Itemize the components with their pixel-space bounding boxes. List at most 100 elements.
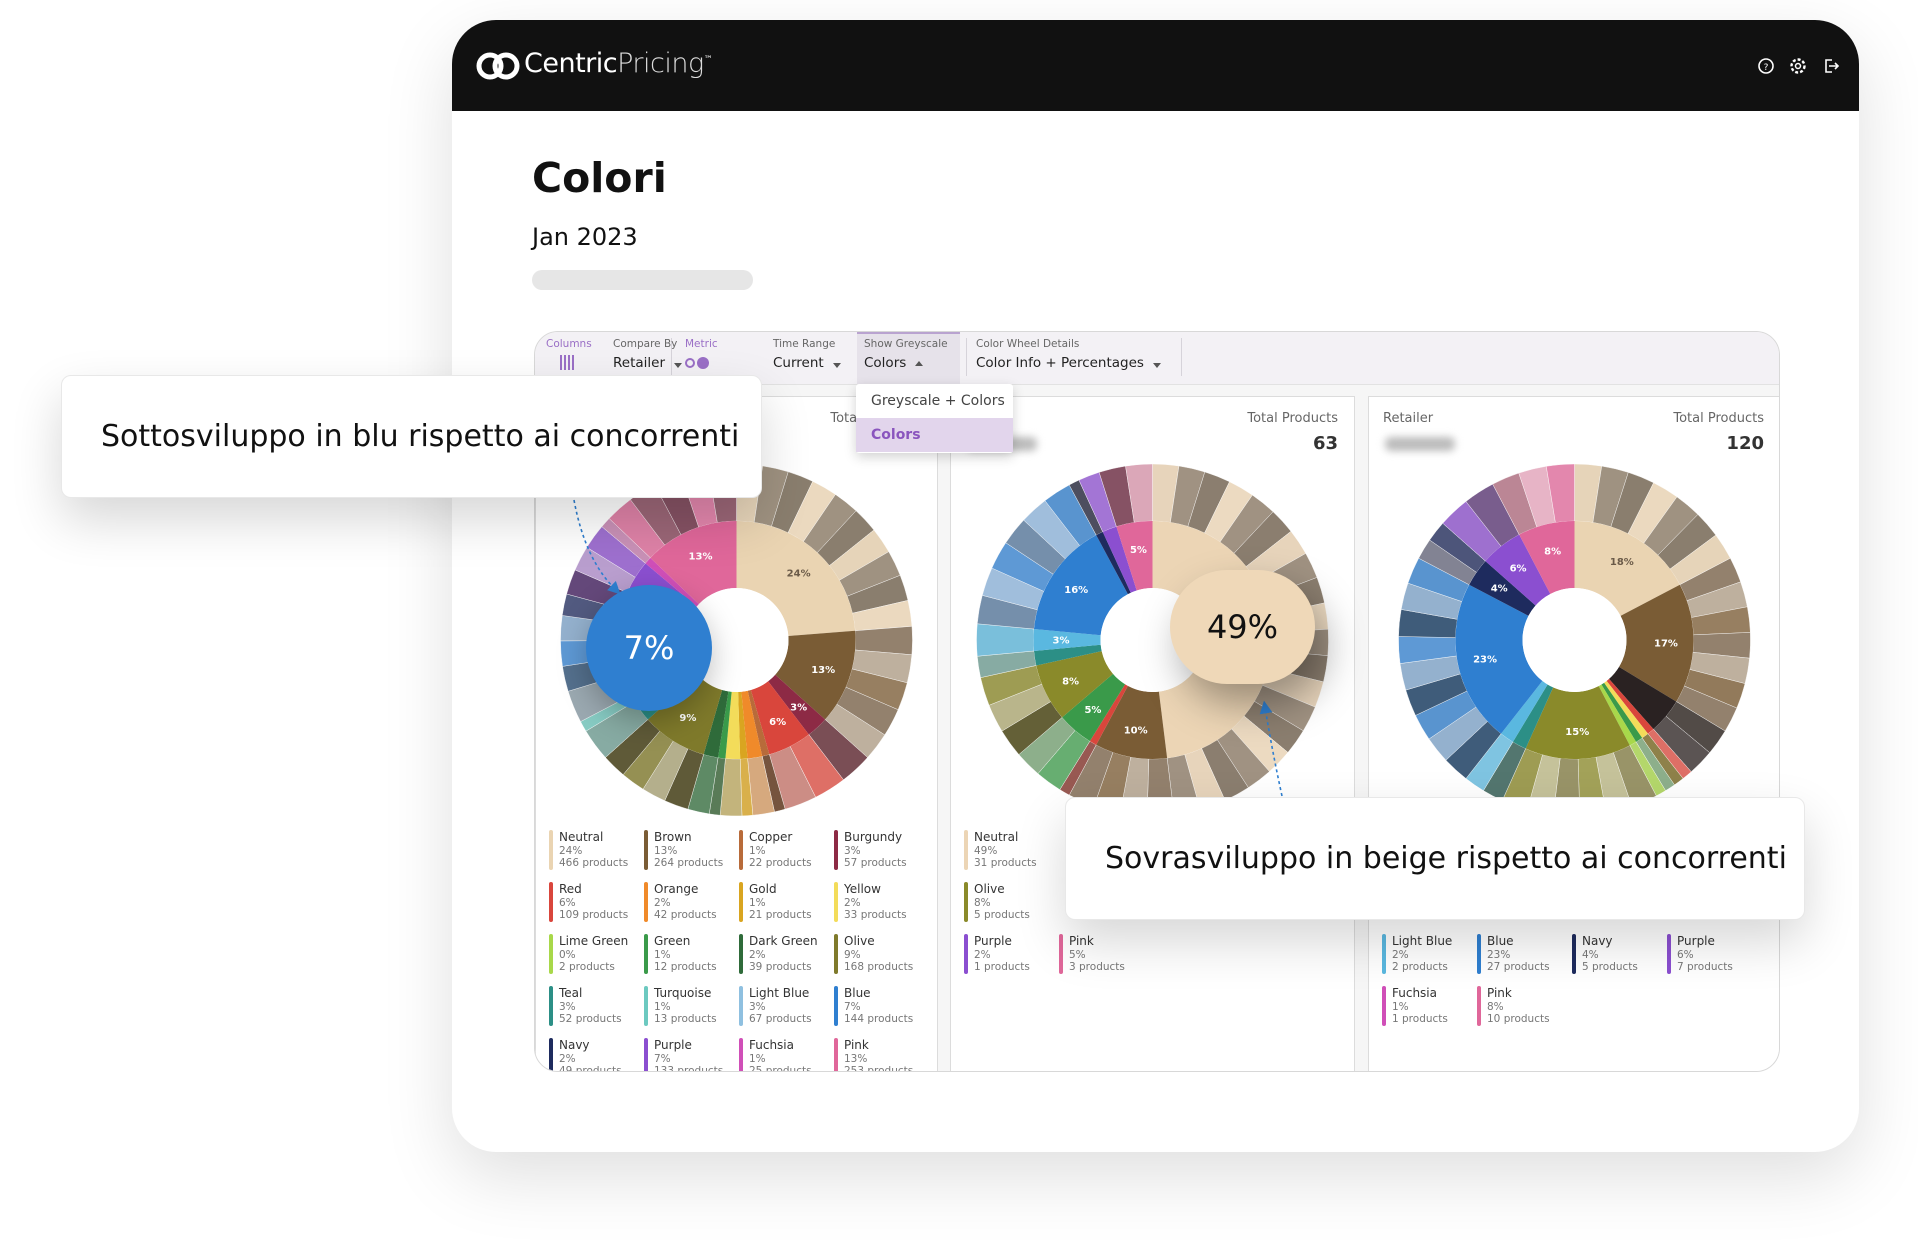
wheel-segment	[741, 690, 763, 759]
legend-swatch	[1382, 986, 1386, 1026]
legend-name: Turquoise	[654, 986, 712, 1000]
legend-products: 31 products	[974, 857, 1037, 869]
legend-swatch	[834, 830, 838, 870]
wheel-segment	[1604, 680, 1648, 738]
legend-percent: 6%	[1677, 949, 1694, 961]
legend-name: Navy	[559, 1038, 590, 1052]
legend-swatch	[1059, 934, 1063, 974]
legend-swatch	[739, 934, 743, 974]
wheel-label: 8%	[1544, 547, 1561, 558]
legend-products: 1 products	[974, 961, 1030, 973]
legend-swatch	[1477, 986, 1481, 1026]
legend-swatch	[739, 830, 743, 870]
legend-name: Purple	[1677, 934, 1715, 948]
page-title: Colori	[532, 154, 667, 202]
legend-name: Fuchsia	[749, 1038, 794, 1052]
chart-panel: Total Products 63 10% 5% 8% 3% 16% 5% Neutral 49%…	[950, 396, 1355, 1071]
toolbar-separator	[966, 338, 967, 376]
legend-products: 466 products	[559, 857, 629, 869]
header-icons: ?	[1758, 58, 1840, 74]
wheel-label: 13%	[689, 551, 713, 562]
legend-name: Olive	[844, 934, 875, 948]
toolbar-value[interactable]: Colors	[864, 355, 907, 371]
toolbar-value[interactable]: Retailer	[613, 355, 666, 371]
wheel-segment	[1455, 584, 1543, 734]
legend-swatch	[549, 830, 553, 870]
wheel-label: 24%	[787, 568, 811, 579]
wheel-segment	[1601, 682, 1643, 742]
wheel-outer-segment	[824, 626, 913, 758]
legend-percent: 24%	[559, 845, 583, 857]
legend-name: Blue	[1487, 934, 1514, 948]
legend-swatch	[644, 1038, 648, 1071]
legend-products: 168 products	[844, 961, 914, 973]
toolbar-value[interactable]: Current	[773, 355, 824, 371]
caret	[833, 363, 841, 368]
retailer-label: Retailer	[1383, 411, 1434, 426]
settings-icon[interactable]	[1790, 58, 1806, 74]
legend-percent: 23%	[1487, 949, 1511, 961]
wheel-segment	[718, 691, 732, 759]
legend-percent: 4%	[1582, 949, 1599, 961]
legend-swatch	[1477, 934, 1481, 974]
legend-percent: 6%	[559, 897, 576, 909]
legend-swatch	[644, 830, 648, 870]
wheel-segment	[703, 689, 729, 758]
placeholder-bar	[532, 270, 753, 290]
toolbar: Columns Compare By Retailer Metric Time Rang…	[535, 332, 1779, 385]
legend-percent: 13%	[654, 845, 678, 857]
legend-percent: 5%	[1069, 949, 1086, 961]
legend-percent: 9%	[844, 949, 861, 961]
legend-products: 5 products	[974, 909, 1030, 921]
legend-name: Light Blue	[1392, 934, 1453, 948]
wheel-label: 8%	[1062, 676, 1079, 687]
wheel-segment	[1062, 673, 1126, 742]
dropdown-option[interactable]: Colors	[856, 418, 1013, 452]
legend-name: Burgundy	[844, 830, 903, 844]
legend-name: Neutral	[974, 830, 1019, 844]
legend-name: Yellow	[844, 882, 881, 896]
top-bar: CentricPricing™ ?	[452, 20, 1859, 111]
wheel-segment	[1501, 680, 1548, 742]
wheel-segment	[1096, 685, 1168, 759]
wheel-label: 3%	[790, 703, 807, 714]
dropdown-option[interactable]: Greyscale + Colors	[871, 393, 1005, 409]
wheel-segment	[1608, 666, 1677, 730]
legend-products: 33 products	[844, 909, 907, 921]
toolbar-label: Time Range	[773, 338, 836, 350]
legend-name: Teal	[559, 986, 583, 1000]
caret	[1153, 363, 1161, 368]
legend-percent: 2%	[654, 897, 671, 909]
legend-name: Light Blue	[749, 986, 810, 1000]
wheel-label: 6%	[1510, 563, 1527, 574]
logo-icon	[476, 52, 520, 80]
legend-products: 22 products	[749, 857, 812, 869]
legend-name: Olive	[974, 882, 1005, 896]
legend-percent: 2%	[559, 1053, 576, 1065]
toolbar-value[interactable]: Color Info + Percentages	[976, 355, 1144, 371]
logout-icon[interactable]	[1825, 59, 1840, 73]
wheel-segment	[1469, 561, 1536, 616]
legend-products: 3 products	[1069, 961, 1125, 973]
legend-percent: 7%	[844, 1001, 861, 1013]
legend-percent: 2%	[974, 949, 991, 961]
wheel-hole	[1522, 588, 1627, 692]
legend-products: 25 products	[749, 1065, 812, 1072]
wheel-segment	[1034, 535, 1128, 636]
legend-products: 7 products	[1677, 961, 1733, 973]
legend-products: 57 products	[844, 857, 907, 869]
legend-products: 2 products	[559, 961, 615, 973]
columns-icon[interactable]	[560, 355, 574, 370]
logo[interactable]: CentricPricing™	[524, 48, 713, 79]
page-date: Jan 2023	[532, 223, 638, 251]
toolbar-active	[857, 332, 960, 384]
svg-text:?: ?	[1764, 63, 1769, 73]
wheel-segment	[1512, 684, 1554, 749]
callout: Sovrasviluppo in beige rispetto ai conco…	[1065, 797, 1805, 920]
wheel-label: 3%	[1053, 636, 1070, 647]
caret	[915, 361, 923, 366]
legend-products: 42 products	[654, 909, 717, 921]
legend-name: Copper	[749, 830, 793, 844]
help-icon[interactable]: ?	[1758, 58, 1774, 74]
highlight-bubble: 49%	[1170, 570, 1315, 684]
